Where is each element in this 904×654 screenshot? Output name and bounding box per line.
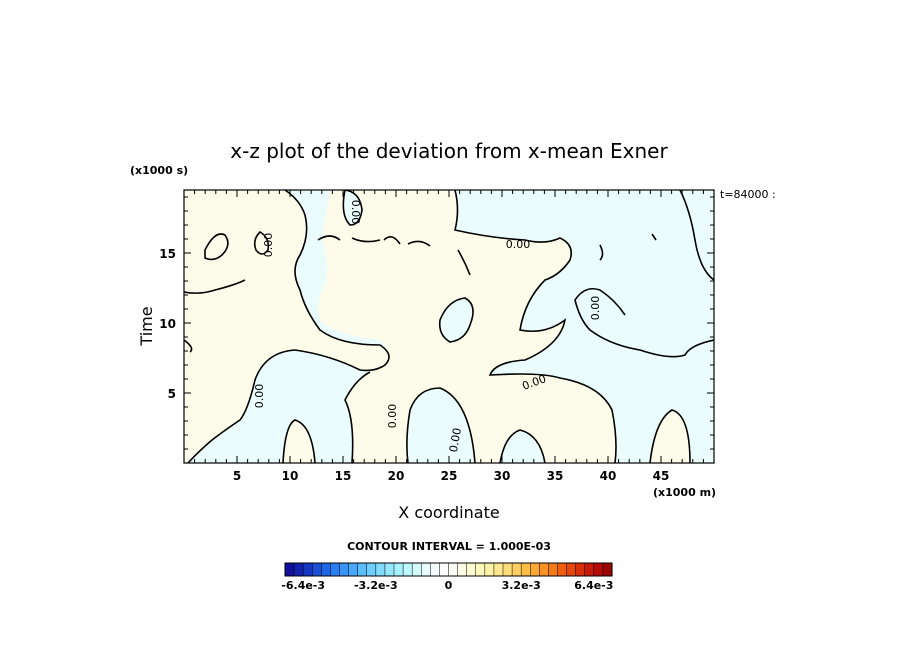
y-unit-label: (x1000 s) [130,164,188,177]
zero-contour-line [406,387,476,463]
colorbar-swatch [302,562,313,577]
negative-region [439,298,474,342]
contour-value-label: 0.00 [447,427,464,453]
contour-value-label: 0.00 [253,384,266,409]
colorbar-swatch [439,562,450,577]
zero-contour-line [184,279,246,353]
colorbar-swatch [575,562,586,577]
colorbar-swatch [321,562,331,577]
x-tick-label: 15 [335,469,352,483]
negative-region [343,190,362,225]
colorbar-swatch [584,562,595,577]
x-tick-label: 40 [600,469,617,483]
colorbar-swatch [484,562,495,577]
x-tick-label: 35 [547,469,564,483]
colorbar-swatch [566,562,577,577]
zero-contour-line [679,190,714,281]
colorbar-swatch [357,562,368,577]
zero-contour-line [499,429,546,463]
x-unit-label: (x1000 m) [653,486,716,499]
zero-contour-line [342,190,363,226]
colorbar-swatch [284,562,295,577]
colorbar-swatch [312,562,322,577]
colorbar-swatch [511,562,522,577]
zero-contour-line [649,409,691,463]
colorbar-swatch [466,562,477,577]
contour-value-label: 0.00 [386,404,399,429]
colorbar-swatch [366,562,377,577]
colorbar-swatch [384,562,395,577]
colorbar-swatch [348,562,359,577]
y-axis-label: Time [137,306,156,346]
colorbar-swatch [502,562,513,577]
zero-contour-line [454,190,617,463]
colorbar-tick-label: 3.2e-3 [502,579,541,592]
y-tick-label: 15 [159,247,176,261]
x-tick-label: 45 [653,469,670,483]
x-tick-label: 25 [441,469,458,483]
colorbar-swatch [430,562,440,577]
colorbar-swatch [293,562,304,577]
zero-contour-line [253,230,270,255]
x-tick-label: 30 [494,469,511,483]
colorbar-swatch [421,562,431,577]
zero-contour-line [187,190,390,463]
zero-contour-line [282,419,316,463]
y-tick-label: 10 [159,317,176,331]
colorbar-swatch [457,562,468,577]
colorbar-swatch [475,562,486,577]
axes: 5 10 15 20 25 30 35 40 45 5 10 15 [159,190,714,483]
colorbar-tick-label: 6.4e-3 [574,579,613,592]
chart-title: x-z plot of the deviation from x-mean Ex… [230,139,668,163]
colorbar-swatch [402,562,413,577]
colorbar-swatch [393,562,404,577]
colorbar-swatch [539,562,549,577]
zero-contour-line [438,297,474,343]
contour-value-label: 0.00 [589,296,602,321]
zero-contour-line [204,233,229,261]
colorbar-swatch [548,562,559,577]
zero-contour-line [574,287,714,358]
zero-contour-line [344,371,371,463]
colorbar-tick-label: 0 [445,579,453,592]
colorbar-swatch [602,562,613,577]
time-stamp-label: t=84000 : [720,188,776,201]
positive-region [254,232,269,254]
y-tick-label: 5 [168,387,176,401]
contour-labels: 0.000.000.000.000.000.000.000.00 [253,200,602,454]
colorbar-swatch [493,562,504,577]
contour-value-label: 0.00 [349,200,362,225]
x-tick-label: 5 [233,469,241,483]
x-tick-label: 20 [388,469,405,483]
colorbar-swatch [375,562,386,577]
colorbar-swatch [557,562,568,577]
colorbar-tick-label: -6.4e-3 [281,579,325,592]
colorbar-swatch [593,562,604,577]
positive-region [650,410,690,463]
contour-value-label: 0.00 [262,233,275,258]
contour-field [184,190,714,463]
zero-contour-line [317,233,657,276]
positive-region [184,190,389,463]
x-tick-label: 10 [282,469,299,483]
colorbar-swatch [530,562,540,577]
colorbar-swatch [448,562,459,577]
colorbar: -6.4e-3 -3.2e-3 0 3.2e-3 6.4e-3 [281,562,613,592]
colorbar-swatch [330,562,341,577]
contour-value-label: 0.00 [506,238,531,251]
colorbar-frame [284,562,613,577]
colorbar-tick-label: -3.2e-3 [354,579,398,592]
colorbar-swatch [411,562,422,577]
contour-interval-text: CONTOUR INTERVAL = 1.000E-03 [347,540,551,553]
colorbar-swatch [520,562,531,577]
colorbar-swatch [339,562,350,577]
x-axis-label: X coordinate [398,503,499,522]
